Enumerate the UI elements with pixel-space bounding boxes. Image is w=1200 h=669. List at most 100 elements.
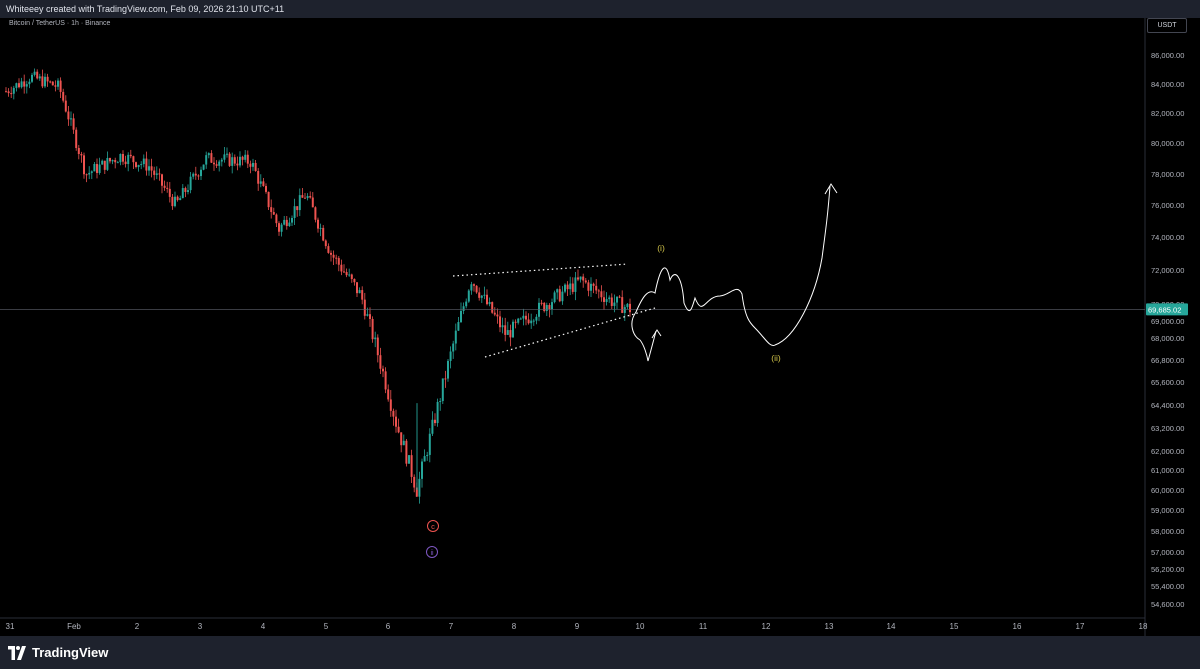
candle-body: [293, 206, 296, 218]
projection-wave-path: [635, 185, 831, 347]
candle-body: [509, 330, 512, 338]
candle-body: [20, 81, 23, 88]
y-tick-label: 54,600.00: [1151, 600, 1184, 609]
candle-body: [12, 87, 15, 94]
wave-i-label: (i): [657, 243, 665, 253]
y-tick-label: 78,000.00: [1151, 170, 1184, 179]
candle-body: [259, 181, 262, 184]
candle-body: [124, 161, 127, 165]
candle-body: [441, 378, 444, 402]
y-tick-label: 74,000.00: [1151, 233, 1184, 242]
candle-body: [213, 162, 215, 165]
candle-body: [64, 100, 67, 112]
y-tick-label: 69,000.00: [1151, 317, 1184, 326]
footer: TradingView: [0, 636, 1200, 669]
candle-body: [23, 81, 26, 87]
projection-down-path: [631, 311, 657, 362]
candle-body: [337, 258, 340, 265]
candle-body: [392, 410, 395, 417]
y-tick-label: 55,400.00: [1151, 582, 1184, 591]
wave-c-label: c: [431, 522, 435, 531]
candle-body: [366, 314, 369, 316]
candle-body: [483, 294, 486, 296]
candle-body: [96, 164, 98, 173]
candle-body: [584, 280, 587, 283]
candle-body: [109, 158, 111, 162]
y-tick-label: 58,000.00: [1151, 527, 1184, 536]
candle-body: [452, 343, 455, 352]
symbol-label: Bitcoin / TetherUS · 1h · Binance: [9, 20, 111, 27]
candle-body: [179, 198, 182, 201]
candle-body: [132, 156, 135, 163]
candle-body: [59, 80, 62, 92]
candle-body: [322, 227, 325, 241]
candle-body: [361, 290, 364, 300]
candle-body: [629, 303, 631, 313]
candle-body: [51, 81, 54, 86]
y-tick-label: 65,600.00: [1151, 378, 1184, 387]
candle-body: [462, 306, 465, 311]
y-tick-label: 64,400.00: [1151, 401, 1184, 410]
x-tick-label: 11: [699, 622, 708, 631]
candle-body: [145, 158, 148, 171]
y-tick-label: 84,000.00: [1151, 80, 1184, 89]
candle-body: [77, 148, 80, 155]
candle-body: [431, 419, 434, 434]
y-tick-label: 66,800.00: [1151, 356, 1184, 365]
candle-body: [41, 76, 44, 87]
candle-body: [363, 299, 366, 316]
candle-body: [447, 360, 449, 379]
chart-area[interactable]: 86,000.00 84,000.00 82,000.00 80,000.00 78,0…: [0, 18, 1200, 636]
candle-body: [587, 282, 590, 291]
candle-body: [400, 432, 403, 446]
candle-body: [405, 440, 408, 464]
x-tick-label: 7: [449, 622, 454, 631]
candle-body: [384, 371, 387, 390]
price-chart[interactable]: 86,000.00 84,000.00 82,000.00 80,000.00 78,0…: [0, 18, 1200, 636]
candle-body: [496, 314, 499, 317]
candle-body: [478, 292, 481, 298]
y-tick-label: 86,000.00: [1151, 51, 1184, 60]
y-tick-label: 68,000.00: [1151, 334, 1184, 343]
candle-body: [189, 176, 192, 191]
candle-body: [239, 156, 241, 166]
attribution-bar: Whiteeey created with TradingView.com, F…: [0, 0, 1200, 18]
y-tick-label: 60,000.00: [1151, 486, 1184, 495]
candle-body: [62, 91, 65, 101]
candle-body: [579, 276, 582, 280]
candle-body: [558, 289, 561, 302]
currency-selector[interactable]: USDT: [1147, 18, 1187, 33]
x-tick-label: 14: [887, 622, 896, 631]
candle-body: [135, 162, 137, 168]
candle-body: [311, 197, 314, 208]
candle-body: [527, 319, 530, 324]
x-tick-label: 13: [825, 622, 834, 631]
candle-body: [158, 173, 161, 175]
candle-body: [395, 416, 397, 427]
candle-body: [155, 173, 158, 175]
x-tick-label: Feb: [67, 622, 81, 631]
candle-body: [506, 330, 509, 335]
candle-body: [324, 240, 327, 247]
candle-body: [285, 219, 288, 227]
candle-body: [535, 316, 538, 321]
x-tick-label: 6: [386, 622, 391, 631]
candle-body: [44, 76, 46, 87]
candle-body: [257, 171, 260, 184]
projection-down-arrow: [651, 329, 662, 339]
candle-body: [236, 163, 239, 166]
candle-body: [192, 173, 195, 177]
candle-body: [298, 195, 301, 211]
candle-body: [31, 74, 33, 82]
tradingview-logo-icon: [8, 645, 26, 660]
candle-body: [306, 196, 309, 199]
candle-body: [254, 162, 257, 172]
y-tick-label: 57,000.00: [1151, 548, 1184, 557]
candle-body: [504, 325, 507, 335]
candle-body: [457, 322, 460, 331]
candle-body: [249, 163, 252, 167]
candle-body: [267, 191, 270, 208]
candle-body: [83, 155, 85, 175]
candle-body: [454, 330, 457, 344]
candle-body: [470, 284, 473, 291]
